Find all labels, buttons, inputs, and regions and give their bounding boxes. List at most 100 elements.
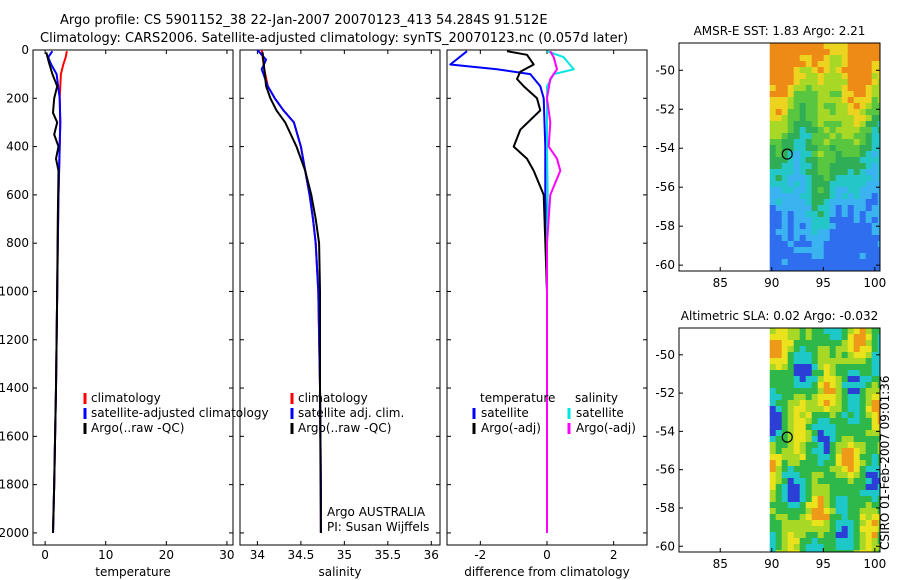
sla-heat-cell [793, 472, 801, 479]
sla-heat-cell [775, 502, 783, 509]
amsr-heat-cell [847, 55, 855, 62]
amsr-heat-cell [877, 193, 880, 200]
sla-heat-cell [853, 328, 861, 335]
sla-heat-cell [811, 544, 819, 551]
sla-heat-cell [841, 538, 849, 545]
amsr-heat-cell [817, 133, 825, 140]
sla-heat-cell [781, 382, 789, 389]
sla-heat-cell [853, 412, 861, 419]
sla-heat-cell [787, 532, 795, 539]
sla-heat-cell [805, 496, 813, 503]
sla-heat-cell [817, 448, 825, 455]
amsr-heat-cell [871, 61, 879, 68]
sla-heat-cell [835, 550, 843, 552]
sla-heat-cell [865, 352, 873, 359]
amsr-title: AMSR-E SST: 1.83 Argo: 2.21 [694, 24, 866, 38]
amsr-heat-cell [847, 199, 855, 206]
sla-heat-cell [775, 352, 783, 359]
sla-heat-cell [787, 418, 795, 425]
sla-heat-cell [799, 346, 807, 353]
sla-heat-cell [847, 334, 855, 341]
amsr-heat-cell [829, 259, 837, 266]
sla-heat-cell [793, 436, 801, 443]
amsr-heat-cell [859, 73, 867, 80]
sla-heat-cell [877, 484, 880, 491]
sla-title: Altimetric SLA: 0.02 Argo: -0.032 [681, 309, 878, 323]
amsr-heat-cell [877, 199, 880, 206]
sla-heat-cell [811, 550, 819, 552]
amsr-heat-cell [811, 55, 819, 62]
amsr-heat-cell [793, 151, 801, 158]
sla-heat-cell [865, 478, 873, 485]
amsr-heat-cell [769, 103, 777, 110]
amsr-frame [678, 42, 881, 272]
sla-heat-cell [853, 526, 861, 533]
sla-heat-cell [775, 478, 783, 485]
sla-heat-cell [835, 412, 843, 419]
sla-heat-cell [877, 460, 880, 467]
sla-heat-cell [835, 328, 843, 335]
sla-heat-cell [877, 436, 880, 443]
amsr-heat-cell [841, 91, 849, 98]
amsr-heat-cell [811, 259, 819, 266]
legend-label: climatology [91, 391, 161, 405]
sla-heat-cell [799, 430, 807, 437]
amsr-heat-cell [769, 61, 777, 68]
sla-heat-cell [781, 490, 789, 497]
amsr-heat-cell [877, 61, 880, 68]
sla-heat-cell [799, 520, 807, 527]
amsr-heat-cell [775, 151, 783, 158]
difference-series-line [506, 50, 548, 533]
difference-xtick-label: -2 [474, 548, 486, 562]
amsr-heat-cell [865, 49, 873, 56]
sla-heat-cell [829, 484, 837, 491]
sla-heat-cell [871, 334, 879, 341]
amsr-heat-cell [769, 265, 777, 271]
sla-heat-cell [853, 478, 861, 485]
amsr-heat-cell [769, 223, 777, 230]
sla-heat-cell [829, 376, 837, 383]
amsr-heat-cell [871, 49, 879, 56]
amsr-heat-cell [799, 133, 807, 140]
amsr-heat-cell [781, 229, 789, 236]
amsr-heat-cell [871, 121, 879, 128]
sla-heat-cell [853, 460, 861, 467]
amsr-heat-cell [859, 247, 867, 254]
sla-heat-cell [793, 448, 801, 455]
amsr-heat-cell [781, 205, 789, 212]
amsr-heat-cell [781, 247, 789, 254]
sla-heat-cell [859, 352, 867, 359]
sla-heat-cell [865, 544, 873, 551]
salinity-series-line [260, 49, 322, 533]
amsr-heat-cell [769, 79, 777, 86]
sla-ytick-label: -52 [655, 386, 675, 400]
amsr-heat-cell [847, 91, 855, 98]
amsr-heat-cell [793, 49, 801, 56]
amsr-heat-cell [805, 85, 813, 92]
amsr-heat-cell [769, 205, 777, 212]
sla-heat-cell [871, 532, 879, 539]
amsr-heat-cell [799, 163, 807, 170]
amsr-heat-cell [847, 79, 855, 86]
sla-heat-cell [829, 448, 837, 455]
amsr-heat-cell [835, 151, 843, 158]
amsr-heat-cell [835, 187, 843, 194]
sla-heat-cell [829, 532, 837, 539]
amsr-heat-cell [817, 157, 825, 164]
amsr-heat-cell [835, 217, 843, 224]
salinity-xtick-label: 35 [337, 548, 352, 562]
sla-heat-cell [793, 502, 801, 509]
sla-heat-cell [781, 544, 789, 551]
amsr-heat-cell [871, 139, 879, 146]
legend-label: satellite [481, 406, 529, 420]
sla-heat-cell [817, 406, 825, 413]
amsr-heat-cell [829, 127, 837, 134]
amsr-heat-cell [871, 133, 879, 140]
amsr-heat-cell [769, 235, 777, 242]
sla-heat-cell [787, 448, 795, 455]
temperature-series-line [45, 52, 60, 533]
sla-heat-cell [847, 466, 855, 473]
amsr-heat-cell [793, 235, 801, 242]
sla-heat-cell [847, 364, 855, 371]
sla-heat-cell [793, 406, 801, 413]
